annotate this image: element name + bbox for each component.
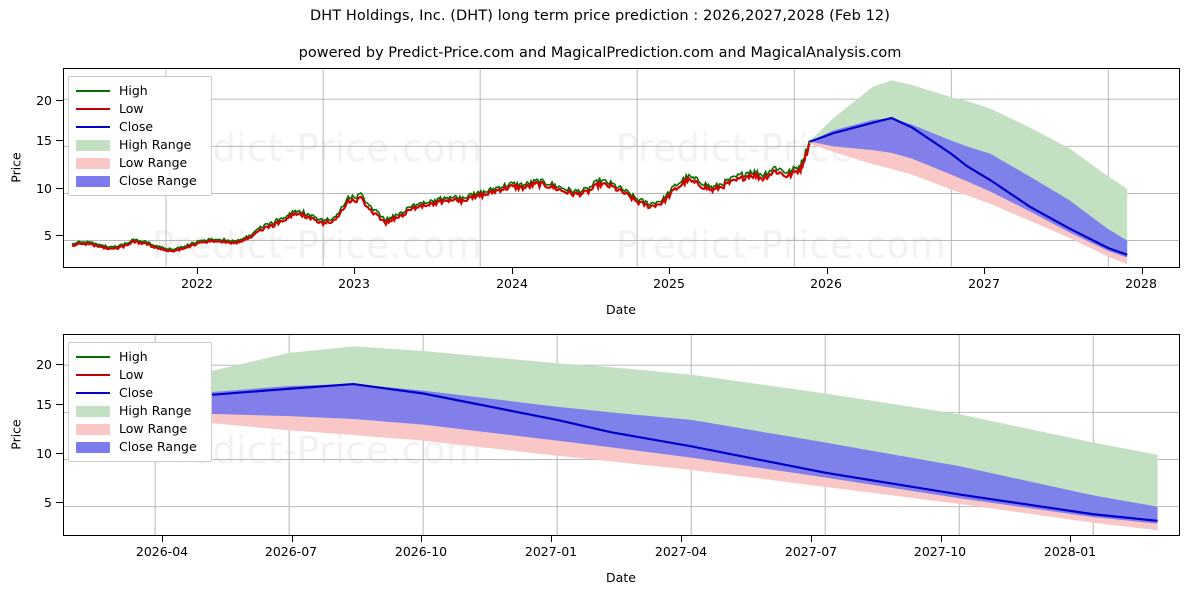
yaxis-label-bottom: Price — [8, 419, 24, 450]
xtickmark-top-2025 — [669, 268, 671, 274]
xtick-bottom-2027-01: 2027-01 — [524, 544, 578, 559]
ytick-top-10: 10 — [36, 181, 52, 196]
xtick-top-2025: 2025 — [653, 276, 685, 291]
ytick-bottom-20: 20 — [36, 357, 52, 372]
legend-label-high: High — [119, 349, 148, 364]
legend-swatch-high-line-icon — [76, 351, 110, 363]
xtick-top-2028: 2028 — [1125, 276, 1157, 291]
xtick-bottom-2027-07: 2027-07 — [784, 544, 838, 559]
xtickmark-bottom-2027-07 — [810, 536, 812, 542]
legend-swatch-low-line-icon — [76, 103, 110, 115]
xtickmark-top-2023 — [354, 268, 356, 274]
xtickmark-bottom-2026-10 — [421, 536, 423, 542]
legend-swatch-low-line-icon — [76, 369, 110, 381]
legend-bottom: High Low Close High Range Low Range Clos… — [68, 342, 212, 462]
xtickmark-top-2028 — [1141, 268, 1143, 274]
legend-label-low: Low — [119, 101, 144, 116]
xtick-bottom-2027-10: 2027-10 — [913, 544, 967, 559]
legend-swatch-low-range-icon — [76, 423, 110, 435]
legend-swatch-high-line-icon — [76, 85, 110, 97]
ytickmark-bottom-5 — [56, 501, 63, 503]
xtick-top-2027: 2027 — [968, 276, 1000, 291]
yaxis-label-top: Price — [8, 152, 24, 183]
xtick-top-2024: 2024 — [496, 276, 528, 291]
xtickmark-bottom-2028-01 — [1070, 536, 1072, 542]
legend-item-low-range: Low Range — [76, 420, 203, 438]
legend-swatch-close-line-icon — [76, 387, 110, 399]
xaxis-label-bottom: Date — [606, 570, 636, 585]
legend-item-low: Low — [76, 100, 203, 118]
xtick-bottom-2027-04: 2027-04 — [654, 544, 708, 559]
legend-label-close: Close — [119, 119, 154, 134]
legend-label-low: Low — [119, 367, 144, 382]
chart-panel-historical-and-forecast: Predict-Price.com Predict-Price.com Pred… — [63, 68, 1180, 268]
legend-item-close: Close — [76, 384, 203, 402]
xtickmark-top-2027 — [984, 268, 986, 274]
page-title: DHT Holdings, Inc. (DHT) long term price… — [309, 8, 891, 24]
legend-label-high-range: High Range — [119, 403, 192, 418]
legend-item-high: High — [76, 348, 203, 366]
chart-panel-forecast-detail: Predict-Price.com Predict-Price.com — [63, 334, 1180, 536]
legend-item-close: Close — [76, 118, 203, 136]
xtick-bottom-2026-10: 2026-10 — [394, 544, 448, 559]
legend-swatch-low-range-icon — [76, 157, 110, 169]
xtick-top-2026: 2026 — [810, 276, 842, 291]
legend-label-close-range: Close Range — [119, 439, 197, 454]
xtickmark-bottom-2027-01 — [551, 536, 553, 542]
legend-label-high-range: High Range — [119, 137, 192, 152]
legend-swatch-close-line-icon — [76, 121, 110, 133]
legend-label-close: Close — [119, 385, 154, 400]
xtickmark-bottom-2026-04 — [161, 536, 163, 542]
ytick-top-15: 15 — [36, 133, 52, 148]
xtickmark-top-2024 — [511, 268, 513, 274]
ytickmark-bottom-20 — [56, 363, 63, 365]
legend-swatch-close-range-icon — [76, 441, 110, 453]
legend-label-low-range: Low Range — [119, 155, 188, 170]
xaxis-label-top: Date — [606, 302, 636, 317]
xtick-top-2023: 2023 — [338, 276, 370, 291]
ytickmark-bottom-15 — [56, 403, 63, 405]
xtickmark-bottom-2026-07 — [291, 536, 293, 542]
xtick-bottom-2026-07: 2026-07 — [264, 544, 318, 559]
legend-swatch-high-range-icon — [76, 139, 110, 151]
legend-label-high: High — [119, 83, 148, 98]
ytickmark-top-15 — [56, 139, 63, 141]
legend-item-high: High — [76, 82, 203, 100]
xtickmark-top-2022 — [196, 268, 198, 274]
legend-label-low-range: Low Range — [119, 421, 188, 436]
legend-label-close-range: Close Range — [119, 173, 197, 188]
ytick-bottom-5: 5 — [44, 495, 52, 510]
legend-item-high-range: High Range — [76, 136, 203, 154]
ytick-top-20: 20 — [36, 93, 52, 108]
xtick-bottom-2026-04: 2026-04 — [135, 544, 189, 559]
legend-swatch-close-range-icon — [76, 175, 110, 187]
legend-item-low: Low — [76, 366, 203, 384]
legend-item-close-range: Close Range — [76, 172, 203, 190]
ytick-top-5: 5 — [44, 228, 52, 243]
legend-item-low-range: Low Range — [76, 154, 203, 172]
xtick-bottom-2028-01: 2028-01 — [1043, 544, 1097, 559]
legend-item-close-range: Close Range — [76, 438, 203, 456]
xtickmark-top-2026 — [826, 268, 828, 274]
ytickmark-top-5 — [56, 234, 63, 236]
xtickmark-bottom-2027-04 — [681, 536, 683, 542]
page-subtitle: powered by Predict-Price.com and Magical… — [298, 45, 902, 61]
plot-area-bottom — [64, 335, 1179, 535]
plot-area-top — [64, 69, 1179, 267]
legend-top: High Low Close High Range Low Range Clos… — [68, 76, 212, 196]
ytick-bottom-10: 10 — [36, 446, 52, 461]
legend-item-high-range: High Range — [76, 402, 203, 420]
ytickmark-top-10 — [56, 187, 63, 189]
xtick-top-2022: 2022 — [181, 276, 213, 291]
ytick-bottom-15: 15 — [36, 397, 52, 412]
xtickmark-bottom-2027-10 — [940, 536, 942, 542]
ytickmark-bottom-10 — [56, 452, 63, 454]
legend-swatch-high-range-icon — [76, 405, 110, 417]
ytickmark-top-20 — [56, 99, 63, 101]
